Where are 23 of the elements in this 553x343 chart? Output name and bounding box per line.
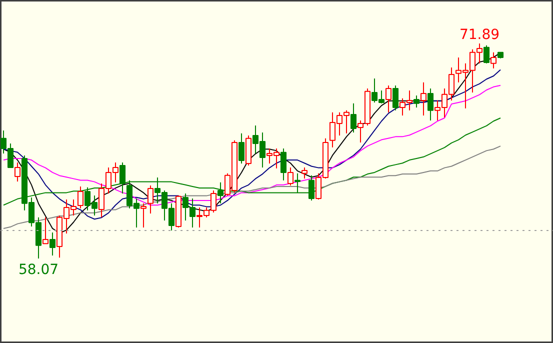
candlestick <box>350 102 357 133</box>
candlestick <box>301 166 308 180</box>
candlestick <box>42 216 49 244</box>
candlestick <box>49 232 56 256</box>
candlestick <box>140 202 147 228</box>
candlestick <box>77 186 84 209</box>
annotation: 58.07 <box>18 262 59 278</box>
candlestick <box>427 88 434 122</box>
candlestick <box>238 132 245 164</box>
candlestick <box>119 162 126 194</box>
candlestick <box>413 94 420 108</box>
candlestick <box>308 174 315 201</box>
candlestick <box>147 185 154 214</box>
candlestick <box>287 166 294 186</box>
candlestick <box>420 82 427 116</box>
candlestick <box>483 44 490 64</box>
candlestick <box>294 172 301 194</box>
candlestick <box>392 85 399 111</box>
candlestick <box>14 162 21 182</box>
candlestick <box>385 85 392 113</box>
annotation: 71.89 <box>459 27 500 44</box>
candlestick <box>490 52 497 69</box>
candlestick <box>280 148 287 181</box>
